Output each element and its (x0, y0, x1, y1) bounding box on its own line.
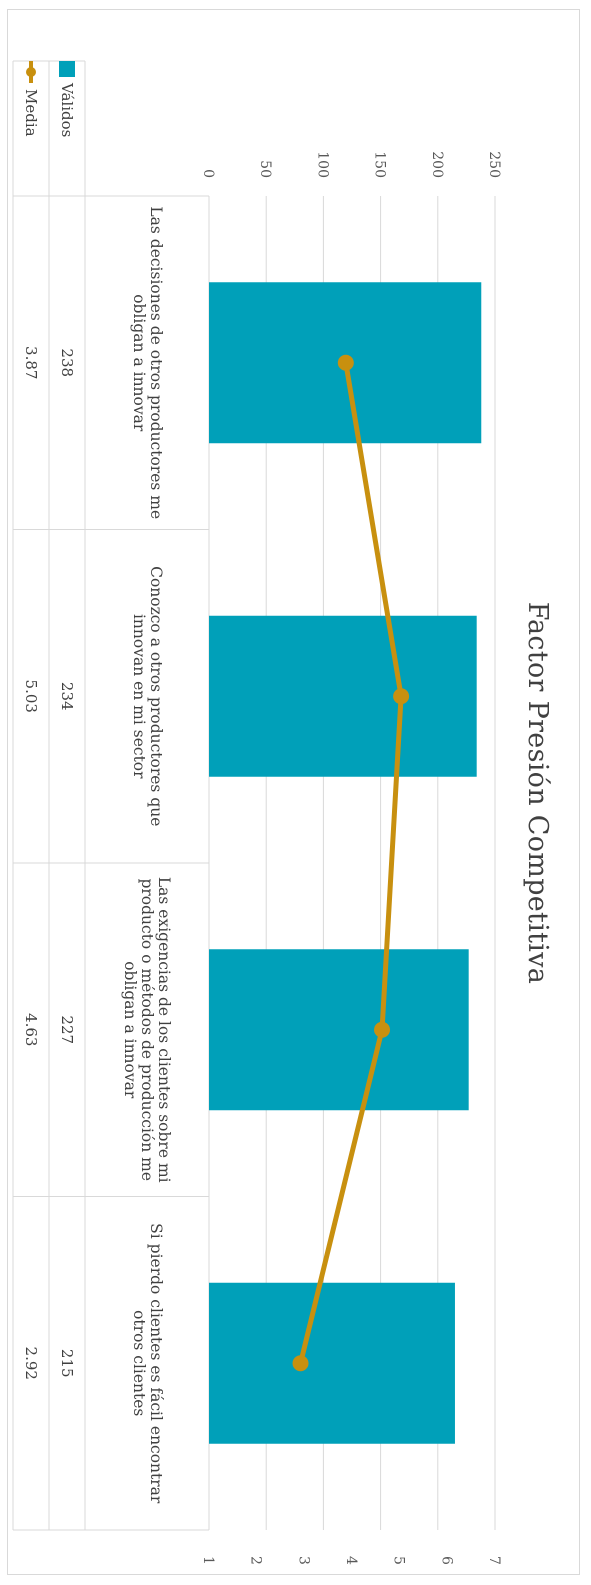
y2-tick-label: 7 (486, 1556, 502, 1565)
category-label: Las exigencias de los clientes sobre mi … (121, 876, 174, 1183)
table-cell-validos: 215 (58, 1348, 76, 1378)
category-label: Las decisiones de otros productores me o… (130, 206, 165, 520)
legend-validos: Válidos (49, 61, 85, 196)
point-media (337, 354, 354, 371)
bar-validos (209, 949, 469, 1111)
y2-tick-label: 6 (438, 1556, 454, 1565)
category-label: Conozco a otros productores que innovan … (130, 566, 165, 827)
legend-media: Media (13, 61, 49, 196)
point-media (393, 688, 410, 705)
y2-tick-label: 1 (200, 1556, 216, 1565)
y2-tick-label: 5 (391, 1556, 407, 1565)
table-cell-validos: 234 (58, 681, 76, 711)
y-tick-label: 100 (314, 151, 330, 178)
table-cell-validos: 238 (58, 348, 76, 378)
y-tick-label: 150 (372, 151, 388, 178)
bar-validos (208, 1282, 455, 1444)
table-cell-media: 3.87 (22, 346, 40, 380)
table-cell-media: 5.03 (22, 679, 40, 713)
bar-validos (208, 615, 477, 777)
y2-tick-label: 3 (295, 1556, 311, 1565)
table-cell-media: 2.92 (22, 1346, 40, 1380)
point-media (292, 1355, 309, 1372)
y-tick-label: 200 (429, 151, 445, 178)
chart-frame: Factor Presión Competitiva 0 50 100 150 200 2… (7, 9, 580, 1575)
y2-tick-label: 2 (248, 1556, 264, 1565)
chart-rotated-canvas: Factor Presión Competitiva 0 50 100 150 200 2… (8, 10, 581, 1576)
line-media (298, 360, 404, 1366)
legend-bar-swatch (59, 61, 75, 77)
legend-line-swatch (23, 61, 39, 83)
y-tick-label: 0 (200, 169, 216, 178)
table-cell-validos: 227 (58, 1015, 76, 1045)
table-cell-media: 4.63 (22, 1013, 40, 1047)
legend-label: Válidos (58, 83, 76, 138)
category-label: Si pierdo clientes es fácil encontrar ot… (130, 1223, 165, 1504)
legend-label: Media (22, 89, 40, 137)
y-tick-label: 250 (486, 151, 502, 178)
y-tick-label: 50 (257, 160, 273, 178)
y2-tick-label: 4 (343, 1556, 359, 1565)
point-media (374, 1021, 391, 1038)
